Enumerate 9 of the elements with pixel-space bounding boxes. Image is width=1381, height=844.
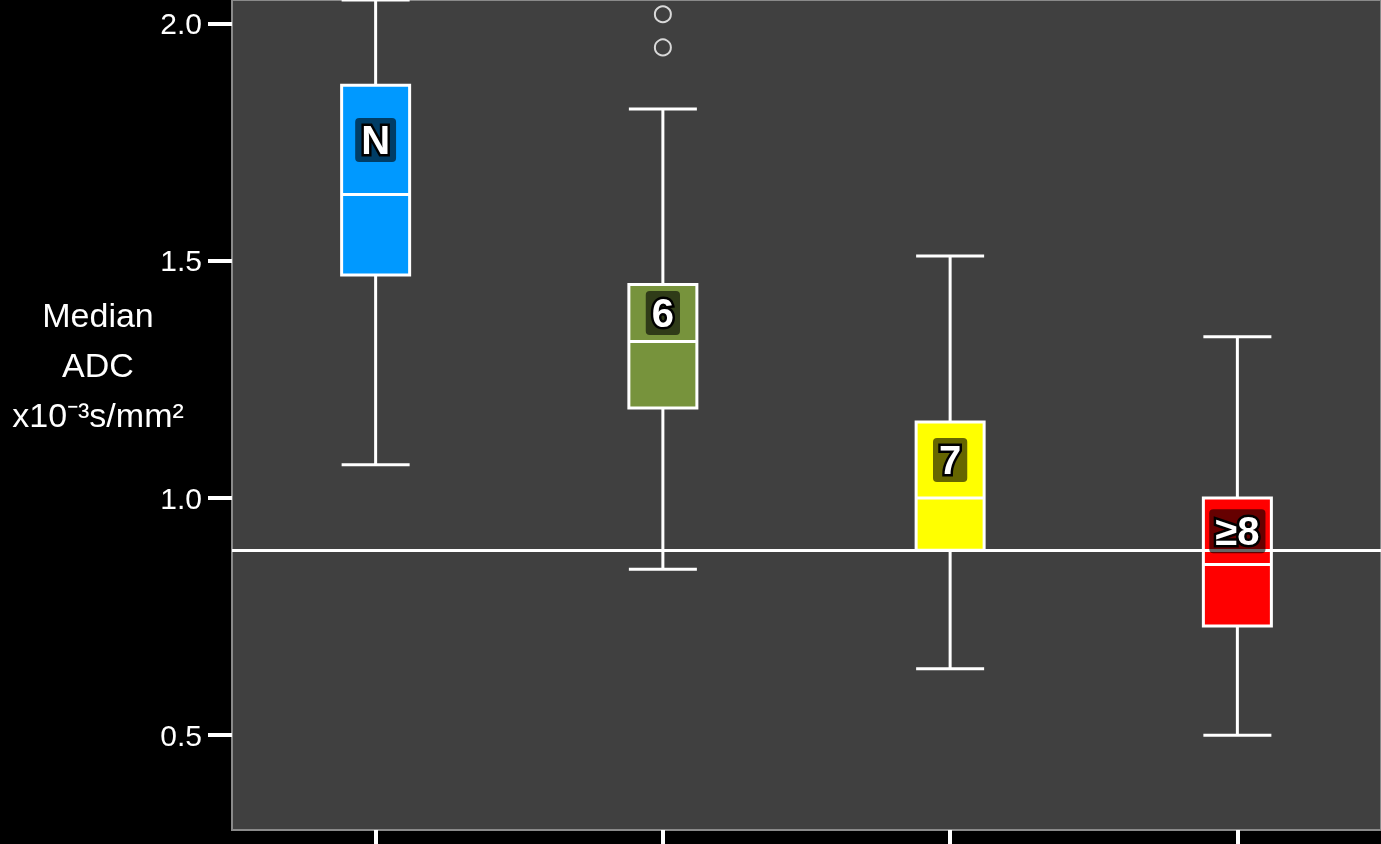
x-tick-label: 7 [939,438,962,483]
y-tick-label: 0.5 [160,718,202,752]
y-tick-label: 1.0 [160,481,202,515]
x-tick-label: 6 [651,291,674,336]
y-tick-label: 1.5 [160,244,202,278]
y-tick-label: 2.0 [160,7,202,41]
x-tick-label: ≥8 [1215,509,1260,554]
x-tick-label: N [361,117,391,162]
y-axis-title: Median ADC x10⁻³s/mm² [12,296,184,434]
